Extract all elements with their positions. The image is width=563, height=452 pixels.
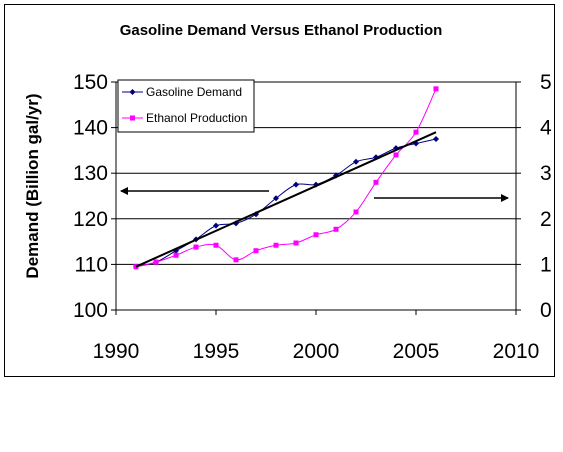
y2-tick-label: 5 [540,71,552,94]
legend-marker-ethanol-production [130,115,135,121]
legend-label-gasoline-demand: Gasoline Demand [146,85,242,99]
gasoline-demand-point [273,195,279,202]
trendline [135,131,437,268]
y2-tick-label: 1 [540,253,552,276]
axes [111,81,521,315]
ethanol-production-point [153,259,159,265]
x-tick-label: 2000 [293,340,340,363]
legend-box [117,79,255,133]
ethanol-production-point [333,226,339,232]
y2-tick-label: 2 [540,208,552,231]
ethanol-production-point [413,129,419,135]
ethanol-production-point [173,252,179,258]
y-tick-label: 100 [73,299,108,322]
ethanol-production-point [373,179,379,185]
ethanol-production-line [135,88,437,268]
ethanol-production-point [233,257,239,263]
ethanol-production-point [433,86,439,92]
y-axis-label: Demand (Billion gal/yr) [23,93,42,278]
y-tick-label: 140 [73,117,108,140]
ethanol-production-point [253,248,259,254]
ethanol-production-point [213,242,219,248]
gasoline-demand-point [433,136,439,142]
gasoline-demand-point [213,222,219,229]
y2-tick-label: 0 [540,299,552,322]
series [133,86,439,270]
y-tick-label: 130 [73,162,108,185]
ethanol-production-point [273,242,279,248]
chart-title: Gasoline Demand Versus Ethanol Productio… [120,22,443,39]
legend-label-ethanol-production: Ethanol Production [146,111,247,125]
x-tick-label: 1990 [93,340,140,363]
annotations [120,187,509,202]
ethanol-production-point [393,152,399,158]
chart-frame [4,4,555,377]
y-tick-label: 150 [73,71,108,94]
y2-tick-label: 3 [540,162,552,185]
gasoline-demand-point [353,158,359,165]
legend: Gasoline Demand Ethanol Production [117,79,255,133]
y-tick-label: 110 [75,253,108,276]
y2-tick-label: 4 [540,117,552,140]
ethanol-production-point [293,240,299,246]
x-tick-label: 2005 [393,340,440,363]
gasoline-demand-point [293,181,299,188]
ethanol-production-point [193,244,199,250]
ethanol-production-point [313,232,319,238]
tick-labels: 100 110 120 130 140 150 0 1 2 3 4 5 1990 1995 2000 2005… [73,71,552,363]
legend-marker-gasoline-demand [129,89,136,95]
y-tick-label: 120 [73,208,108,231]
ethanol-production-point [353,209,359,215]
x-tick-label: 2010 [493,340,540,363]
x-tick-label: 1995 [193,340,240,363]
